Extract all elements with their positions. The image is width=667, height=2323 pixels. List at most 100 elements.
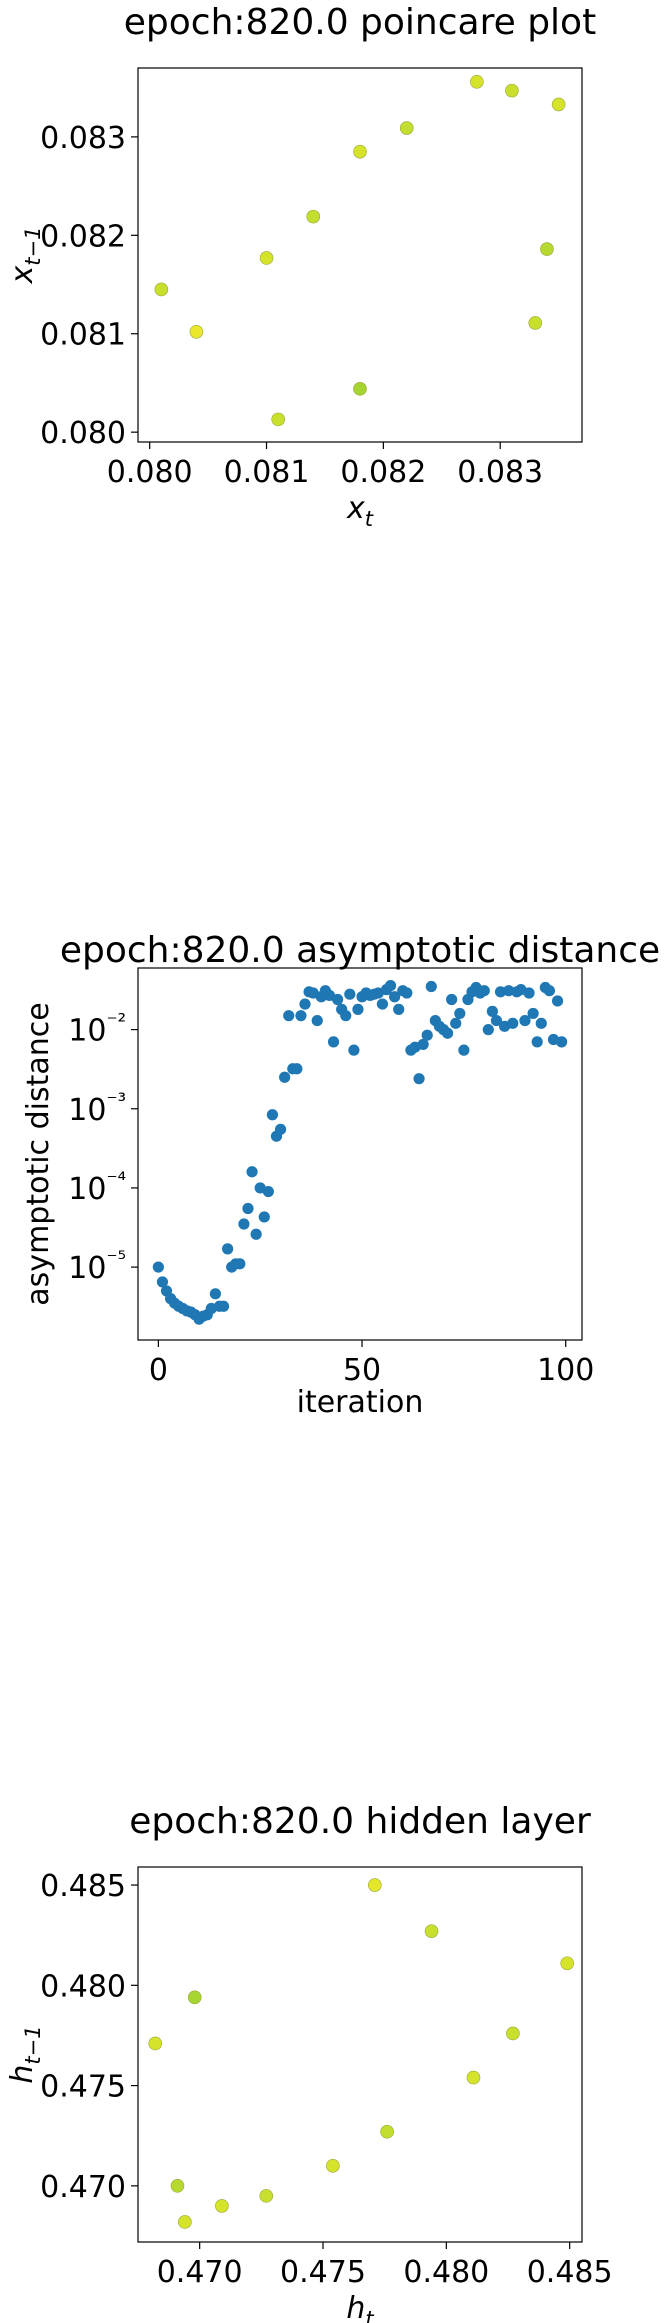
data-point — [482, 1024, 494, 1036]
x-tick-label: 0.485 — [527, 2255, 613, 2290]
data-point — [450, 1017, 462, 1029]
y-tick-label: 10⁻² — [68, 1010, 126, 1049]
data-point — [527, 1007, 539, 1020]
y-tick-label: 0.475 — [40, 2070, 126, 2105]
chart-1: epoch:820.0 poincare plot 0.080 0.081 0.082… — [5, 2, 596, 531]
x-tick-label: 0.475 — [280, 2255, 366, 2290]
data-point — [494, 986, 507, 998]
y-axis-label: ht−1 — [5, 2025, 45, 2083]
data-point — [454, 1007, 466, 1020]
x-tick-label: 0.480 — [403, 2255, 489, 2290]
data-point — [466, 2070, 481, 2085]
chart-title: epoch:820.0 asymptotic distance — [60, 930, 660, 971]
data-point — [353, 144, 367, 159]
data-point — [148, 2036, 163, 2051]
data-point — [393, 1003, 405, 1015]
data-point — [291, 1063, 303, 1075]
data-point — [425, 980, 437, 993]
data-point — [246, 1166, 258, 1178]
data-point — [258, 1211, 270, 1223]
data-point — [306, 209, 321, 224]
y-tick-label: 0.081 — [40, 318, 126, 353]
data-point — [311, 1014, 323, 1027]
data-point — [413, 1073, 425, 1085]
data-point — [523, 987, 535, 999]
x-tick-label: 0.083 — [457, 455, 543, 490]
data-point — [531, 1036, 543, 1048]
data-point — [417, 1038, 429, 1051]
data-point — [424, 1924, 439, 1938]
data-point — [331, 993, 344, 1006]
data-point — [271, 412, 286, 427]
data-point — [458, 1044, 470, 1056]
data-point — [266, 1109, 279, 1121]
chart-2: epoch:820.0 asymptotic distance 0 50 100 10⁻… — [21, 930, 660, 1420]
data-point — [543, 985, 556, 997]
data-point — [551, 995, 564, 1007]
data-point — [401, 987, 413, 999]
data-point — [340, 1010, 352, 1022]
data-point — [274, 1123, 287, 1135]
data-point — [152, 1261, 164, 1273]
data-point — [384, 979, 397, 992]
plot-frame — [137, 1866, 583, 2243]
x-axis-label: iteration — [297, 1385, 424, 1420]
data-point — [389, 991, 401, 1003]
data-point — [353, 382, 367, 396]
x-tick-label: 0 — [149, 1353, 168, 1388]
data-point — [470, 74, 484, 89]
data-point — [222, 1243, 234, 1255]
y-axis-label: xt−1 — [5, 227, 45, 285]
plot-frame — [137, 967, 583, 1341]
y-tick-label: 0.470 — [40, 2170, 126, 2205]
data-point — [299, 998, 311, 1010]
data-point — [376, 998, 389, 1010]
data-point — [170, 2179, 185, 2193]
y-tick-label: 10⁻⁵ — [68, 1247, 126, 1286]
data-point — [189, 324, 204, 339]
data-point — [215, 2199, 229, 2213]
data-point — [242, 1202, 254, 1215]
data-point — [348, 1044, 360, 1056]
chart-title: epoch:820.0 hidden layer — [129, 1801, 591, 1842]
data-point — [478, 985, 490, 997]
data-point — [178, 2215, 192, 2229]
data-point — [156, 1276, 169, 1288]
chart-3: epoch:820.0 hidden layer 0.470 0.475 0.480 0… — [5, 1801, 613, 2323]
data-point — [295, 1010, 307, 1022]
data-point — [217, 1300, 230, 1312]
data-point — [279, 1071, 291, 1083]
data-point — [259, 251, 274, 265]
data-point — [399, 121, 414, 135]
data-point — [283, 1010, 295, 1022]
data-point — [507, 1017, 519, 1029]
data-point — [421, 1029, 433, 1041]
data-point — [326, 2158, 340, 2173]
data-point — [446, 993, 458, 1006]
data-point — [556, 1036, 568, 1048]
x-tick-label: 0.470 — [157, 2255, 243, 2290]
data-point — [506, 2026, 520, 2041]
data-point — [528, 316, 543, 330]
x-tick-label: 0.081 — [224, 455, 310, 490]
y-tick-label: 10⁻³ — [68, 1089, 126, 1128]
plot-frame — [137, 67, 583, 443]
data-point — [551, 97, 566, 112]
data-point — [560, 1956, 575, 1971]
x-tick-label: 100 — [537, 1353, 594, 1388]
data-point — [540, 242, 554, 256]
y-axis-label: asymptotic distance — [21, 1002, 56, 1305]
data-point — [490, 1014, 503, 1027]
y-tick-label: 0.082 — [40, 219, 126, 254]
data-point — [234, 1258, 246, 1270]
data-point — [238, 1218, 250, 1230]
data-point — [535, 1017, 547, 1029]
data-point — [259, 2189, 274, 2203]
x-axis-label: xt — [346, 491, 374, 531]
y-tick-label: 0.485 — [40, 1869, 126, 1904]
y-tick-label: 0.080 — [40, 416, 126, 451]
data-point — [380, 2124, 394, 2139]
x-tick-label: 0.080 — [107, 455, 193, 490]
x-tick-label: 50 — [343, 1353, 381, 1388]
